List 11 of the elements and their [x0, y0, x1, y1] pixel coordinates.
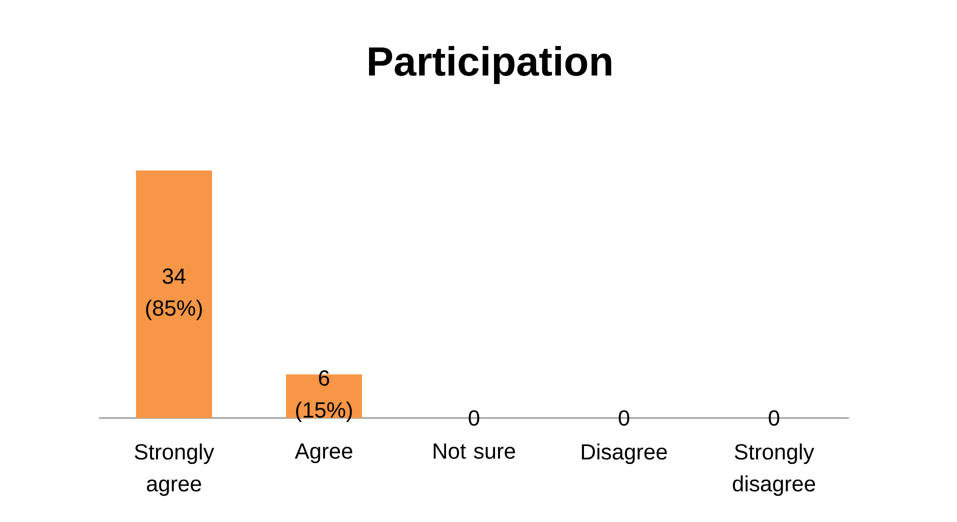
x-tick-label: Not sure [434, 444, 516, 459]
data-label: 0 [768, 410, 780, 426]
x-tick-label: Agree [294, 444, 352, 464]
data-label: 0 [618, 410, 630, 426]
data-label: 6 (15%) [296, 370, 352, 422]
data-label: 0 [468, 410, 480, 426]
data-label: 34 (85%) [146, 268, 202, 320]
x-tick-label: Strongly disagree [732, 444, 816, 496]
x-tick-label: Strongly agree [134, 444, 214, 496]
chart-title: Participation [369, 46, 612, 84]
x-tick-label: Disagree [582, 444, 667, 464]
